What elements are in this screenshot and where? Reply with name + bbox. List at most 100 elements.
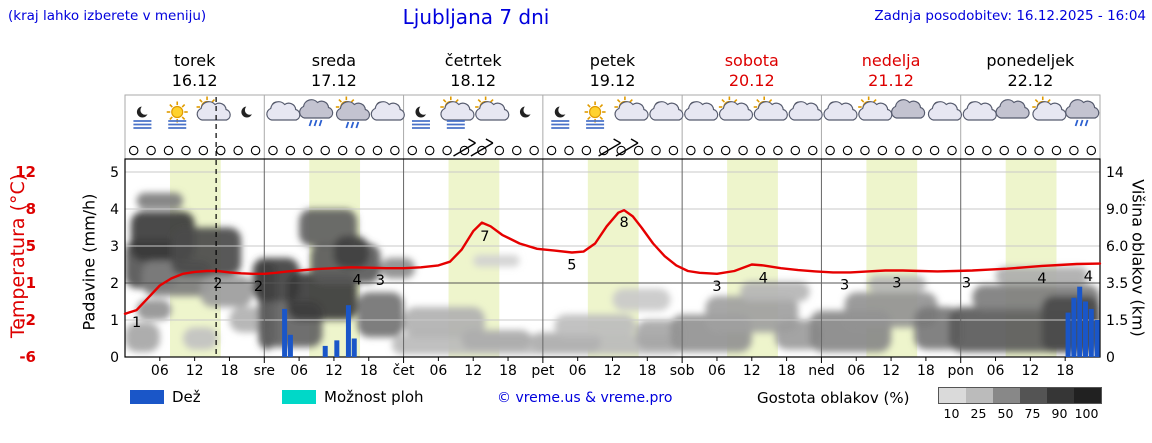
weather-icon-sun-fog <box>584 101 606 129</box>
gridlines <box>124 94 1101 358</box>
density-tick-label: 90 <box>1051 406 1068 421</box>
svg-text:petek: petek <box>590 51 636 70</box>
svg-text:12: 12 <box>325 363 343 379</box>
svg-text:18: 18 <box>1056 363 1074 379</box>
weather-icon-sun-cloud <box>196 96 231 121</box>
weather-icon-moon <box>241 105 255 118</box>
weather-icon-cloud-rain <box>299 99 334 127</box>
svg-text:18.12: 18.12 <box>450 71 496 90</box>
weather-icon-moon-fog <box>133 105 152 129</box>
svg-text:21.12: 21.12 <box>868 71 914 90</box>
svg-text:6.0: 6.0 <box>1106 239 1128 255</box>
svg-text:1.5: 1.5 <box>1106 313 1128 329</box>
weather-icon-moon-cloud <box>370 100 405 121</box>
svg-text:9.0: 9.0 <box>1106 202 1128 218</box>
svg-text:12: 12 <box>15 163 36 181</box>
page-title: Ljubljana 7 dni <box>402 5 550 29</box>
cloud-density-field <box>125 192 1100 355</box>
svg-text:pon: pon <box>948 363 974 379</box>
svg-text:12: 12 <box>186 363 204 379</box>
weather-icon-cloud-rain <box>1065 99 1100 127</box>
svg-text:četrtek: četrtek <box>445 51 503 70</box>
weather-icon-moon-cloud <box>788 100 823 121</box>
svg-text:5: 5 <box>26 237 36 255</box>
svg-text:3: 3 <box>892 276 901 292</box>
cloud-density-tick-labels: 10 25 50 75 90 100 <box>938 406 1100 421</box>
svg-text:5: 5 <box>567 257 576 273</box>
weather-icon-sun-cloud <box>475 96 510 121</box>
weather-icon-sun-cloud <box>753 96 788 121</box>
svg-text:06: 06 <box>290 363 308 379</box>
rain-bars <box>282 286 1100 357</box>
density-tick-label: 100 <box>1074 406 1099 421</box>
svg-text:sob: sob <box>670 363 695 379</box>
svg-text:2: 2 <box>110 276 119 292</box>
weather-icon-moon-fog <box>411 105 430 129</box>
svg-text:18: 18 <box>638 363 656 379</box>
cloud-density-scale <box>938 387 1102 404</box>
rain-legend-label: Dež <box>172 388 201 406</box>
x-axis-labels: 06 12 18 06 12 18 06 12 18 06 12 18 06 12 18 06 12 18 06 12… <box>151 357 1074 379</box>
svg-text:20.12: 20.12 <box>729 71 775 90</box>
density-cell-25 <box>966 388 993 403</box>
density-tick-label: 10 <box>943 406 960 421</box>
svg-text:3: 3 <box>962 276 971 292</box>
svg-text:3: 3 <box>712 279 721 295</box>
copyright-link[interactable]: © vreme.us & vreme.pro <box>497 390 673 406</box>
density-cell-75 <box>1020 388 1047 403</box>
svg-text:18: 18 <box>778 363 796 379</box>
weather-icon-moon <box>519 105 534 118</box>
density-tick-label: 50 <box>997 406 1014 421</box>
svg-text:16.12: 16.12 <box>172 71 218 90</box>
svg-text:06: 06 <box>847 363 865 379</box>
showers-legend-label: Možnost ploh <box>324 388 424 406</box>
precipitation-axis-title: Padavine (mm/h) <box>79 193 99 331</box>
svg-text:5: 5 <box>110 165 119 181</box>
svg-text:4: 4 <box>1037 271 1046 287</box>
svg-text:18: 18 <box>917 363 935 379</box>
weather-icon-cloud <box>891 99 926 119</box>
weather-icon-moon-cloud <box>266 100 301 121</box>
svg-text:4: 4 <box>759 270 768 286</box>
weather-icons-row <box>133 96 1100 129</box>
svg-text:2: 2 <box>254 279 263 295</box>
svg-text:12: 12 <box>464 363 482 379</box>
svg-text:sobota: sobota <box>725 51 779 70</box>
last-update-timestamp: Zadnja posodobitev: 16.12.2025 - 16:04 <box>874 8 1146 24</box>
svg-text:22.12: 22.12 <box>1007 71 1053 90</box>
weather-icon-moon-cloud <box>962 100 997 121</box>
cloud-density-legend-label: Gostota oblakov (%) <box>757 389 910 407</box>
svg-text:18: 18 <box>360 363 378 379</box>
svg-text:12: 12 <box>743 363 761 379</box>
weather-icon-sun-cloud <box>614 96 649 121</box>
density-cell-50 <box>993 388 1020 403</box>
svg-text:18: 18 <box>221 363 239 379</box>
svg-text:3: 3 <box>840 277 849 293</box>
cloud-height-axis-title: Višina oblakov (km) <box>1128 179 1148 337</box>
svg-text:-2: -2 <box>19 311 36 329</box>
weather-icon-sun-fog <box>166 101 188 129</box>
svg-text:06: 06 <box>987 363 1005 379</box>
svg-text:torek: torek <box>174 51 216 70</box>
rain-legend-swatch <box>130 390 164 404</box>
svg-text:06: 06 <box>429 363 447 379</box>
menu-hint: (kraj lahko izberete v meniju) <box>8 8 207 24</box>
svg-text:06: 06 <box>569 363 587 379</box>
svg-text:pet: pet <box>531 363 555 379</box>
svg-text:1: 1 <box>26 274 36 292</box>
svg-text:2: 2 <box>213 276 222 292</box>
svg-text:7: 7 <box>480 229 489 245</box>
svg-text:-6: -6 <box>19 348 36 366</box>
svg-text:0: 0 <box>1106 350 1115 366</box>
showers-legend-swatch <box>282 390 316 404</box>
weather-icon-sun-cloud <box>858 96 893 121</box>
weather-icon-sun-cloud <box>718 96 754 121</box>
weather-icon-moon-cloud <box>823 100 858 121</box>
density-cell-90 <box>1047 388 1074 403</box>
svg-text:sreda: sreda <box>312 51 356 70</box>
svg-text:0: 0 <box>110 350 119 366</box>
